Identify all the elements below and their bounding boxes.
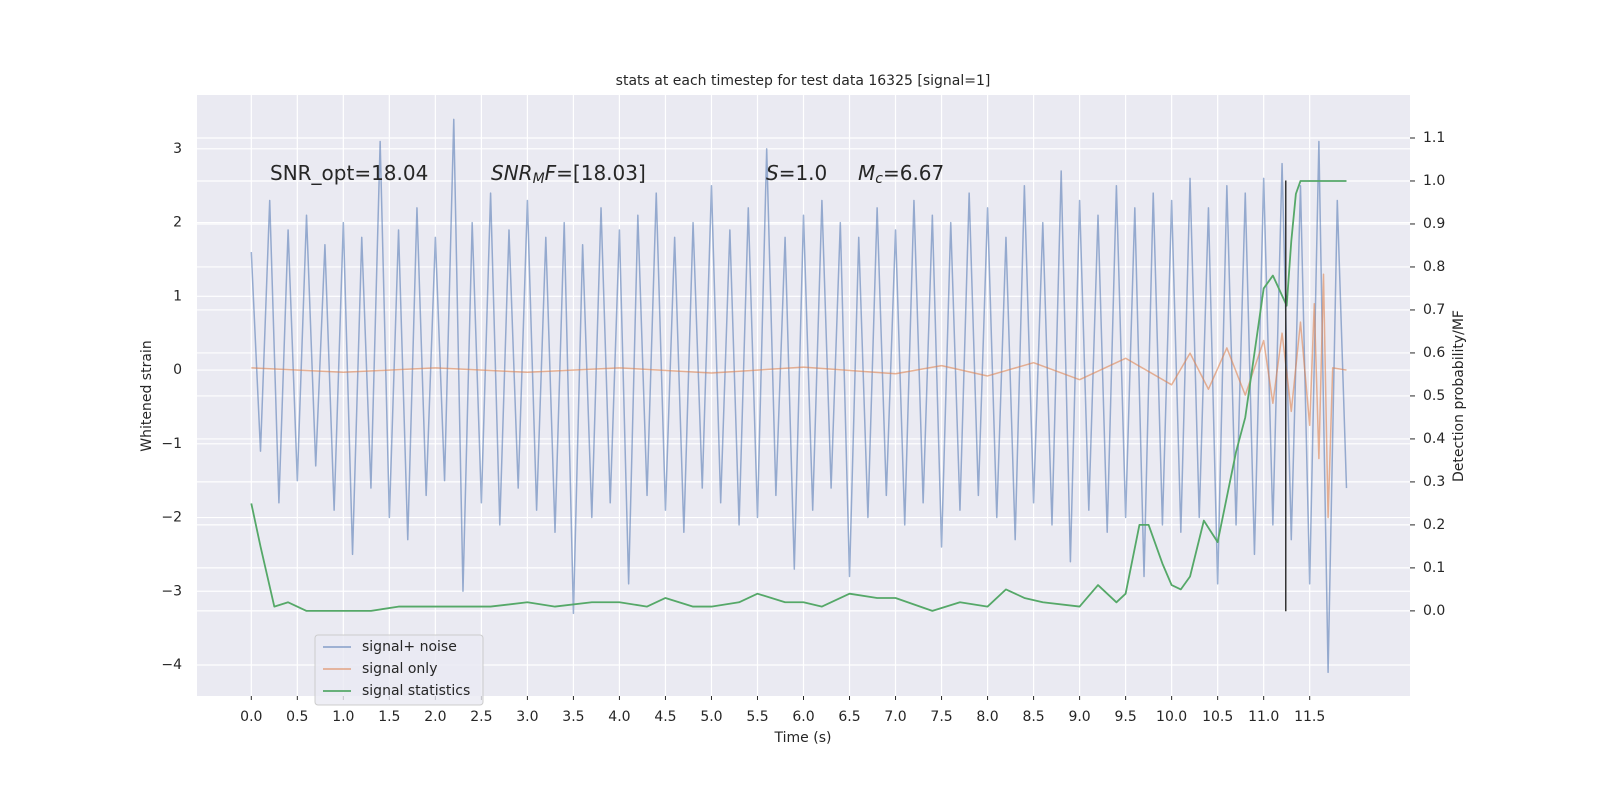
x-axis-label: Time (s) [774, 730, 832, 746]
annotation: SNR_opt=18.04 [270, 161, 428, 185]
y2-tick-label: 0.9 [1423, 216, 1445, 232]
annotation: SNRMF=[18.03] [491, 161, 646, 188]
annotation-text: c [875, 171, 883, 187]
y-tick-label: 3 [173, 141, 182, 157]
x-tick-label: 2.5 [470, 709, 492, 725]
series-line [251, 273, 1347, 519]
x-tick-label: 0.5 [286, 709, 308, 725]
x-tick-label: 7.5 [930, 709, 952, 725]
legend: signal+ noise signal only signal statistic… [314, 634, 484, 706]
x-tick-label: 9.5 [1114, 709, 1136, 725]
x-tick-label: 3.5 [562, 709, 584, 725]
x-tick-label: 7.0 [884, 709, 906, 725]
annotation-text: =[18.03] [556, 161, 646, 185]
y-tick-label: −4 [161, 657, 182, 673]
chart-title: stats at each timestep for test data 163… [616, 73, 991, 89]
x-tick-label: 1.0 [332, 709, 354, 725]
x-tick-label: 8.0 [976, 709, 998, 725]
y2-tick-label: 0.3 [1423, 474, 1445, 490]
x-tick-label: 11.5 [1294, 709, 1325, 725]
marks [197, 95, 1410, 696]
legend-box [314, 634, 484, 706]
y-tick-label: 0 [173, 362, 182, 378]
y-tick-label: −3 [161, 583, 182, 599]
y2-axis-label: Detection probability/MF [1451, 310, 1467, 482]
annotation-text: SNR [491, 161, 533, 185]
y-tick-label: −2 [161, 510, 182, 526]
x-tick-label: 10.5 [1202, 709, 1233, 725]
series-line [250, 118, 1348, 674]
x-tick-label: 3.0 [516, 709, 538, 725]
y-axis-label: Whitened strain [139, 340, 155, 451]
legend-label: signal statistics [362, 683, 470, 699]
y2-tick-label: 1.0 [1423, 173, 1445, 189]
y2-tick-label: 0.8 [1423, 259, 1445, 275]
x-tick-label: 5.0 [700, 709, 722, 725]
x-tick-label: 11.0 [1248, 709, 1279, 725]
legend-label: signal+ noise [362, 639, 457, 655]
annotation-text: =1.0 [779, 161, 828, 185]
y-tick-label: −1 [161, 436, 182, 452]
x-tick-label: 6.5 [838, 709, 860, 725]
y2-tick-label: 1.1 [1423, 130, 1445, 146]
legend-label: signal only [362, 661, 437, 677]
x-tick-label: 6.0 [792, 709, 814, 725]
x-tick-label: 10.0 [1156, 709, 1187, 725]
y2-tick-label: 0.2 [1423, 517, 1445, 533]
annotation: S=1.0 [766, 161, 827, 185]
x-tick-label: 9.0 [1068, 709, 1090, 725]
annotations: SNR_opt=18.04 SNRMF=[18.03] S=1.0 Mc=6.6… [270, 161, 944, 188]
annotation-text: F [545, 161, 557, 185]
series-line [250, 180, 1347, 612]
x-tick-label: 5.5 [746, 709, 768, 725]
x-tick-label: 4.5 [654, 709, 676, 725]
x-tick-label: 2.0 [424, 709, 446, 725]
x-tick-label: 1.5 [378, 709, 400, 725]
y2-tick-label: 0.1 [1423, 560, 1445, 576]
annotation: Mc=6.67 [858, 161, 944, 188]
annotation-text: M [858, 161, 875, 185]
y2-tick-label: 0.0 [1423, 603, 1445, 619]
x-tick-label: 0.0 [240, 709, 262, 725]
annotation-text: =6.67 [883, 161, 944, 185]
x-tick-label: 4.0 [608, 709, 630, 725]
y2-tick-label: 0.5 [1423, 388, 1445, 404]
x-tick-label: 8.5 [1022, 709, 1044, 725]
annotation-text: S [766, 161, 779, 185]
y-tick-label: 2 [173, 215, 182, 231]
annotation-text: SNR_opt=18.04 [270, 161, 428, 185]
y2-tick-label: 0.4 [1423, 431, 1445, 447]
y-tick-label: 1 [173, 288, 182, 304]
y2-tick-label: 0.7 [1423, 302, 1445, 318]
y2-tick-label: 0.6 [1423, 345, 1445, 361]
annotation-text: M [533, 171, 545, 187]
